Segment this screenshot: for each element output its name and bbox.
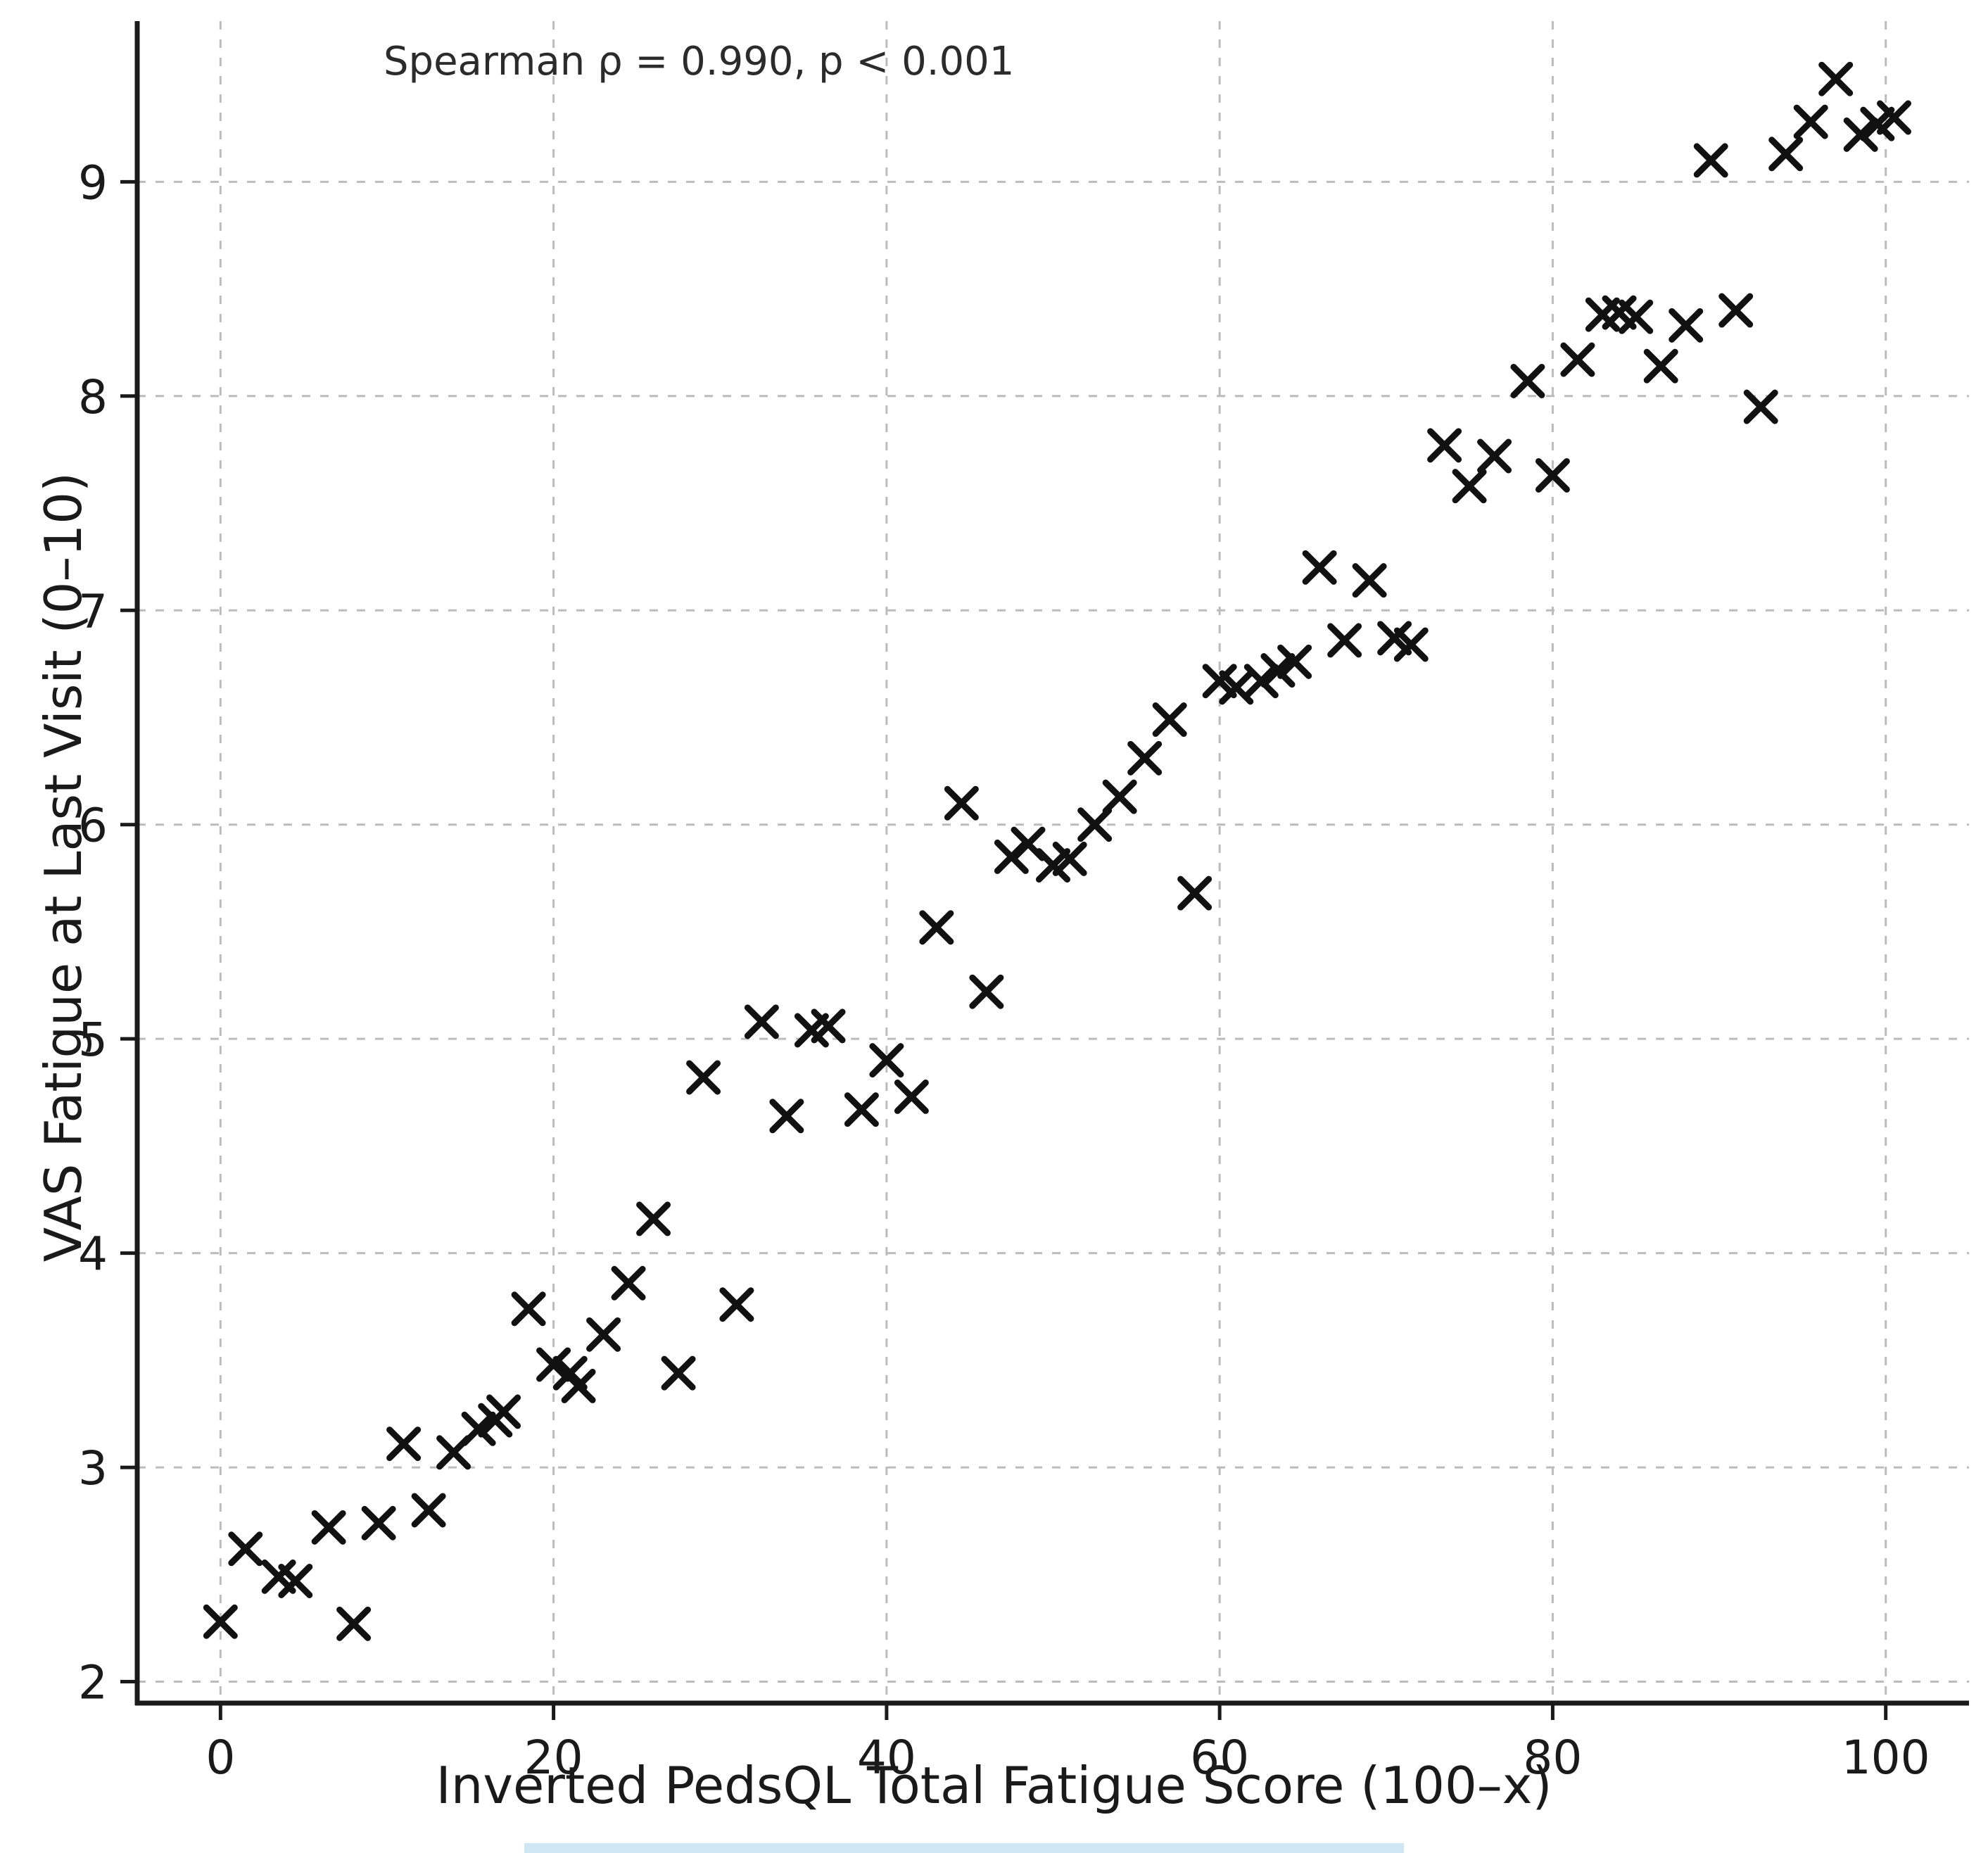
correlation-annotation: Spearman ρ = 0.990, p < 0.001 <box>384 39 1015 84</box>
svg-text:9: 9 <box>78 156 108 210</box>
svg-text:5: 5 <box>78 1013 108 1067</box>
svg-text:60: 60 <box>1190 1731 1249 1785</box>
svg-text:20: 20 <box>524 1731 583 1785</box>
svg-text:0: 0 <box>205 1731 235 1785</box>
svg-text:3: 3 <box>78 1441 108 1495</box>
svg-text:8: 8 <box>78 370 108 424</box>
svg-text:7: 7 <box>78 584 108 638</box>
svg-text:80: 80 <box>1523 1731 1582 1785</box>
svg-text:4: 4 <box>78 1227 108 1282</box>
svg-text:6: 6 <box>78 799 108 853</box>
svg-text:2: 2 <box>78 1656 108 1710</box>
svg-text:40: 40 <box>857 1731 916 1785</box>
svg-text:100: 100 <box>1842 1731 1930 1785</box>
x-axis-label: Inverted PedsQL Total Fatigue Score (100… <box>436 1756 1552 1815</box>
bottom-highlight-artifact <box>524 1843 1404 1853</box>
y-axis-label: VAS Fatigue at Last Visit (0–10) <box>34 472 93 1263</box>
